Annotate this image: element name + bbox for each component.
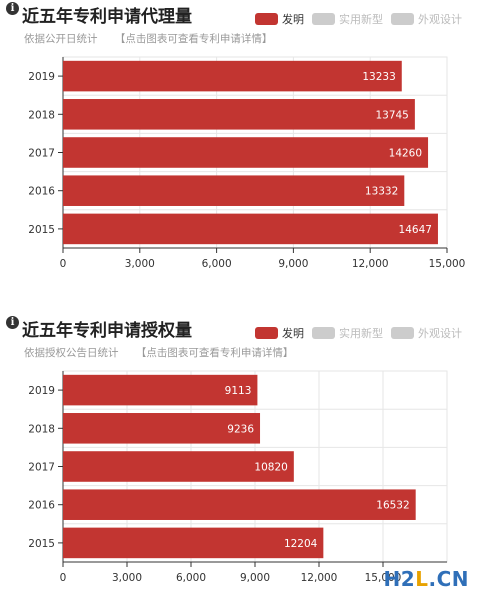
y-tick-label: 2016 — [28, 500, 55, 512]
x-tick-label: 9,000 — [240, 572, 270, 584]
bar-value-label: 13745 — [375, 109, 408, 121]
bar-value-label: 14260 — [389, 148, 422, 160]
bar[interactable] — [63, 413, 261, 444]
legend-label: 外观设计 — [418, 327, 462, 340]
y-tick-label: 2019 — [28, 385, 55, 397]
bar-value-label: 13332 — [365, 186, 398, 198]
x-tick-label: 12,000 — [301, 572, 338, 584]
legend-label: 发明 — [282, 13, 304, 26]
x-tick-label: 3,000 — [112, 572, 142, 584]
legend-item-invention[interactable]: 发明 — [255, 325, 304, 341]
details-link[interactable]: 【点击图表可查看专利申请详情】 — [135, 347, 294, 359]
bar-value-label: 16532 — [376, 500, 409, 512]
site-watermark: H2L.CN — [384, 569, 469, 589]
info-icon[interactable]: i — [6, 316, 19, 329]
bar[interactable] — [63, 374, 258, 406]
legend-item-utility-model[interactable]: 实用新型 — [312, 325, 383, 341]
watermark-dot: . — [428, 567, 437, 591]
bar-value-label: 13233 — [362, 71, 395, 83]
legend-item-invention[interactable]: 发明 — [255, 11, 304, 27]
x-tick-label: 3,000 — [125, 258, 155, 270]
legend-label: 实用新型 — [339, 327, 383, 340]
legend-swatch — [391, 327, 414, 339]
bar-value-label: 10820 — [254, 462, 287, 474]
legend-swatch — [391, 13, 414, 25]
subtitle-text: 依据公开日统计 — [24, 33, 98, 45]
legend-item-utility-model[interactable]: 实用新型 — [312, 11, 383, 27]
x-tick-label: 0 — [60, 572, 67, 584]
chart-title: 近五年专利申请授权量 — [22, 321, 192, 341]
details-link[interactable]: 【点击图表可查看专利申请详情】 — [114, 33, 273, 45]
bar-chart[interactable]: 0 3,000 6,000 9,000 12,000 15,000 2019 13233 201… — [0, 0, 479, 280]
y-tick-label: 2015 — [28, 224, 55, 236]
watermark-h: H — [383, 567, 401, 591]
watermark-cn: CN — [436, 567, 469, 591]
bar-value-label: 9113 — [225, 385, 252, 397]
y-tick-label: 2017 — [28, 462, 55, 474]
bar[interactable] — [63, 175, 405, 206]
y-tick-label: 2019 — [28, 71, 55, 83]
bar-value-label: 9236 — [227, 423, 254, 435]
bar[interactable] — [63, 213, 438, 245]
y-tick-label: 2017 — [28, 148, 55, 160]
legend-swatch — [312, 327, 335, 339]
bar[interactable] — [63, 451, 294, 482]
panel-grant-volume: i 近五年专利申请授权量 依据授权公告日统计 【点击图表可查看专利申请详情】 发… — [0, 314, 479, 595]
bar[interactable] — [63, 489, 416, 520]
bar[interactable] — [63, 99, 415, 130]
chart-subtitle: 依据授权公告日统计 【点击图表可查看专利申请详情】 — [24, 345, 293, 360]
bar-value-label: 14647 — [399, 224, 432, 236]
watermark-l: L — [415, 567, 429, 591]
legend-swatch — [312, 13, 335, 25]
bar[interactable] — [63, 137, 429, 168]
chart-subtitle: 依据公开日统计 【点击图表可查看专利申请详情】 — [24, 31, 272, 46]
x-tick-label: 15,000 — [365, 572, 402, 584]
y-tick-label: 2015 — [28, 538, 55, 550]
watermark-two: 2 — [400, 567, 416, 591]
bar-chart[interactable]: 0 3,000 6,000 9,000 12,000 15,000 2019 9113 2018… — [0, 314, 479, 595]
legend-item-design[interactable]: 外观设计 — [391, 325, 462, 341]
x-tick-label: 9,000 — [278, 258, 308, 270]
legend-swatch — [255, 327, 278, 339]
y-tick-label: 2018 — [28, 423, 55, 435]
legend-label: 外观设计 — [418, 13, 462, 26]
x-tick-label: 6,000 — [202, 258, 232, 270]
info-icon[interactable]: i — [6, 2, 19, 15]
x-tick-label: 0 — [60, 258, 67, 270]
bar[interactable] — [63, 60, 402, 92]
x-tick-label: 6,000 — [176, 572, 206, 584]
panel-agency-volume: i 近五年专利申请代理量 依据公开日统计 【点击图表可查看专利申请详情】 发明 … — [0, 0, 479, 280]
legend-label: 实用新型 — [339, 13, 383, 26]
chart-title: 近五年专利申请代理量 — [22, 7, 192, 27]
y-tick-label: 2018 — [28, 109, 55, 121]
bar-value-label: 12204 — [284, 538, 318, 550]
legend-swatch — [255, 13, 278, 25]
x-tick-label: 15,000 — [429, 258, 466, 270]
legend-item-design[interactable]: 外观设计 — [391, 11, 462, 27]
bar[interactable] — [63, 527, 324, 559]
legend-label: 发明 — [282, 327, 304, 340]
x-tick-label: 12,000 — [352, 258, 389, 270]
subtitle-text: 依据授权公告日统计 — [24, 347, 119, 359]
y-tick-label: 2016 — [28, 186, 55, 198]
